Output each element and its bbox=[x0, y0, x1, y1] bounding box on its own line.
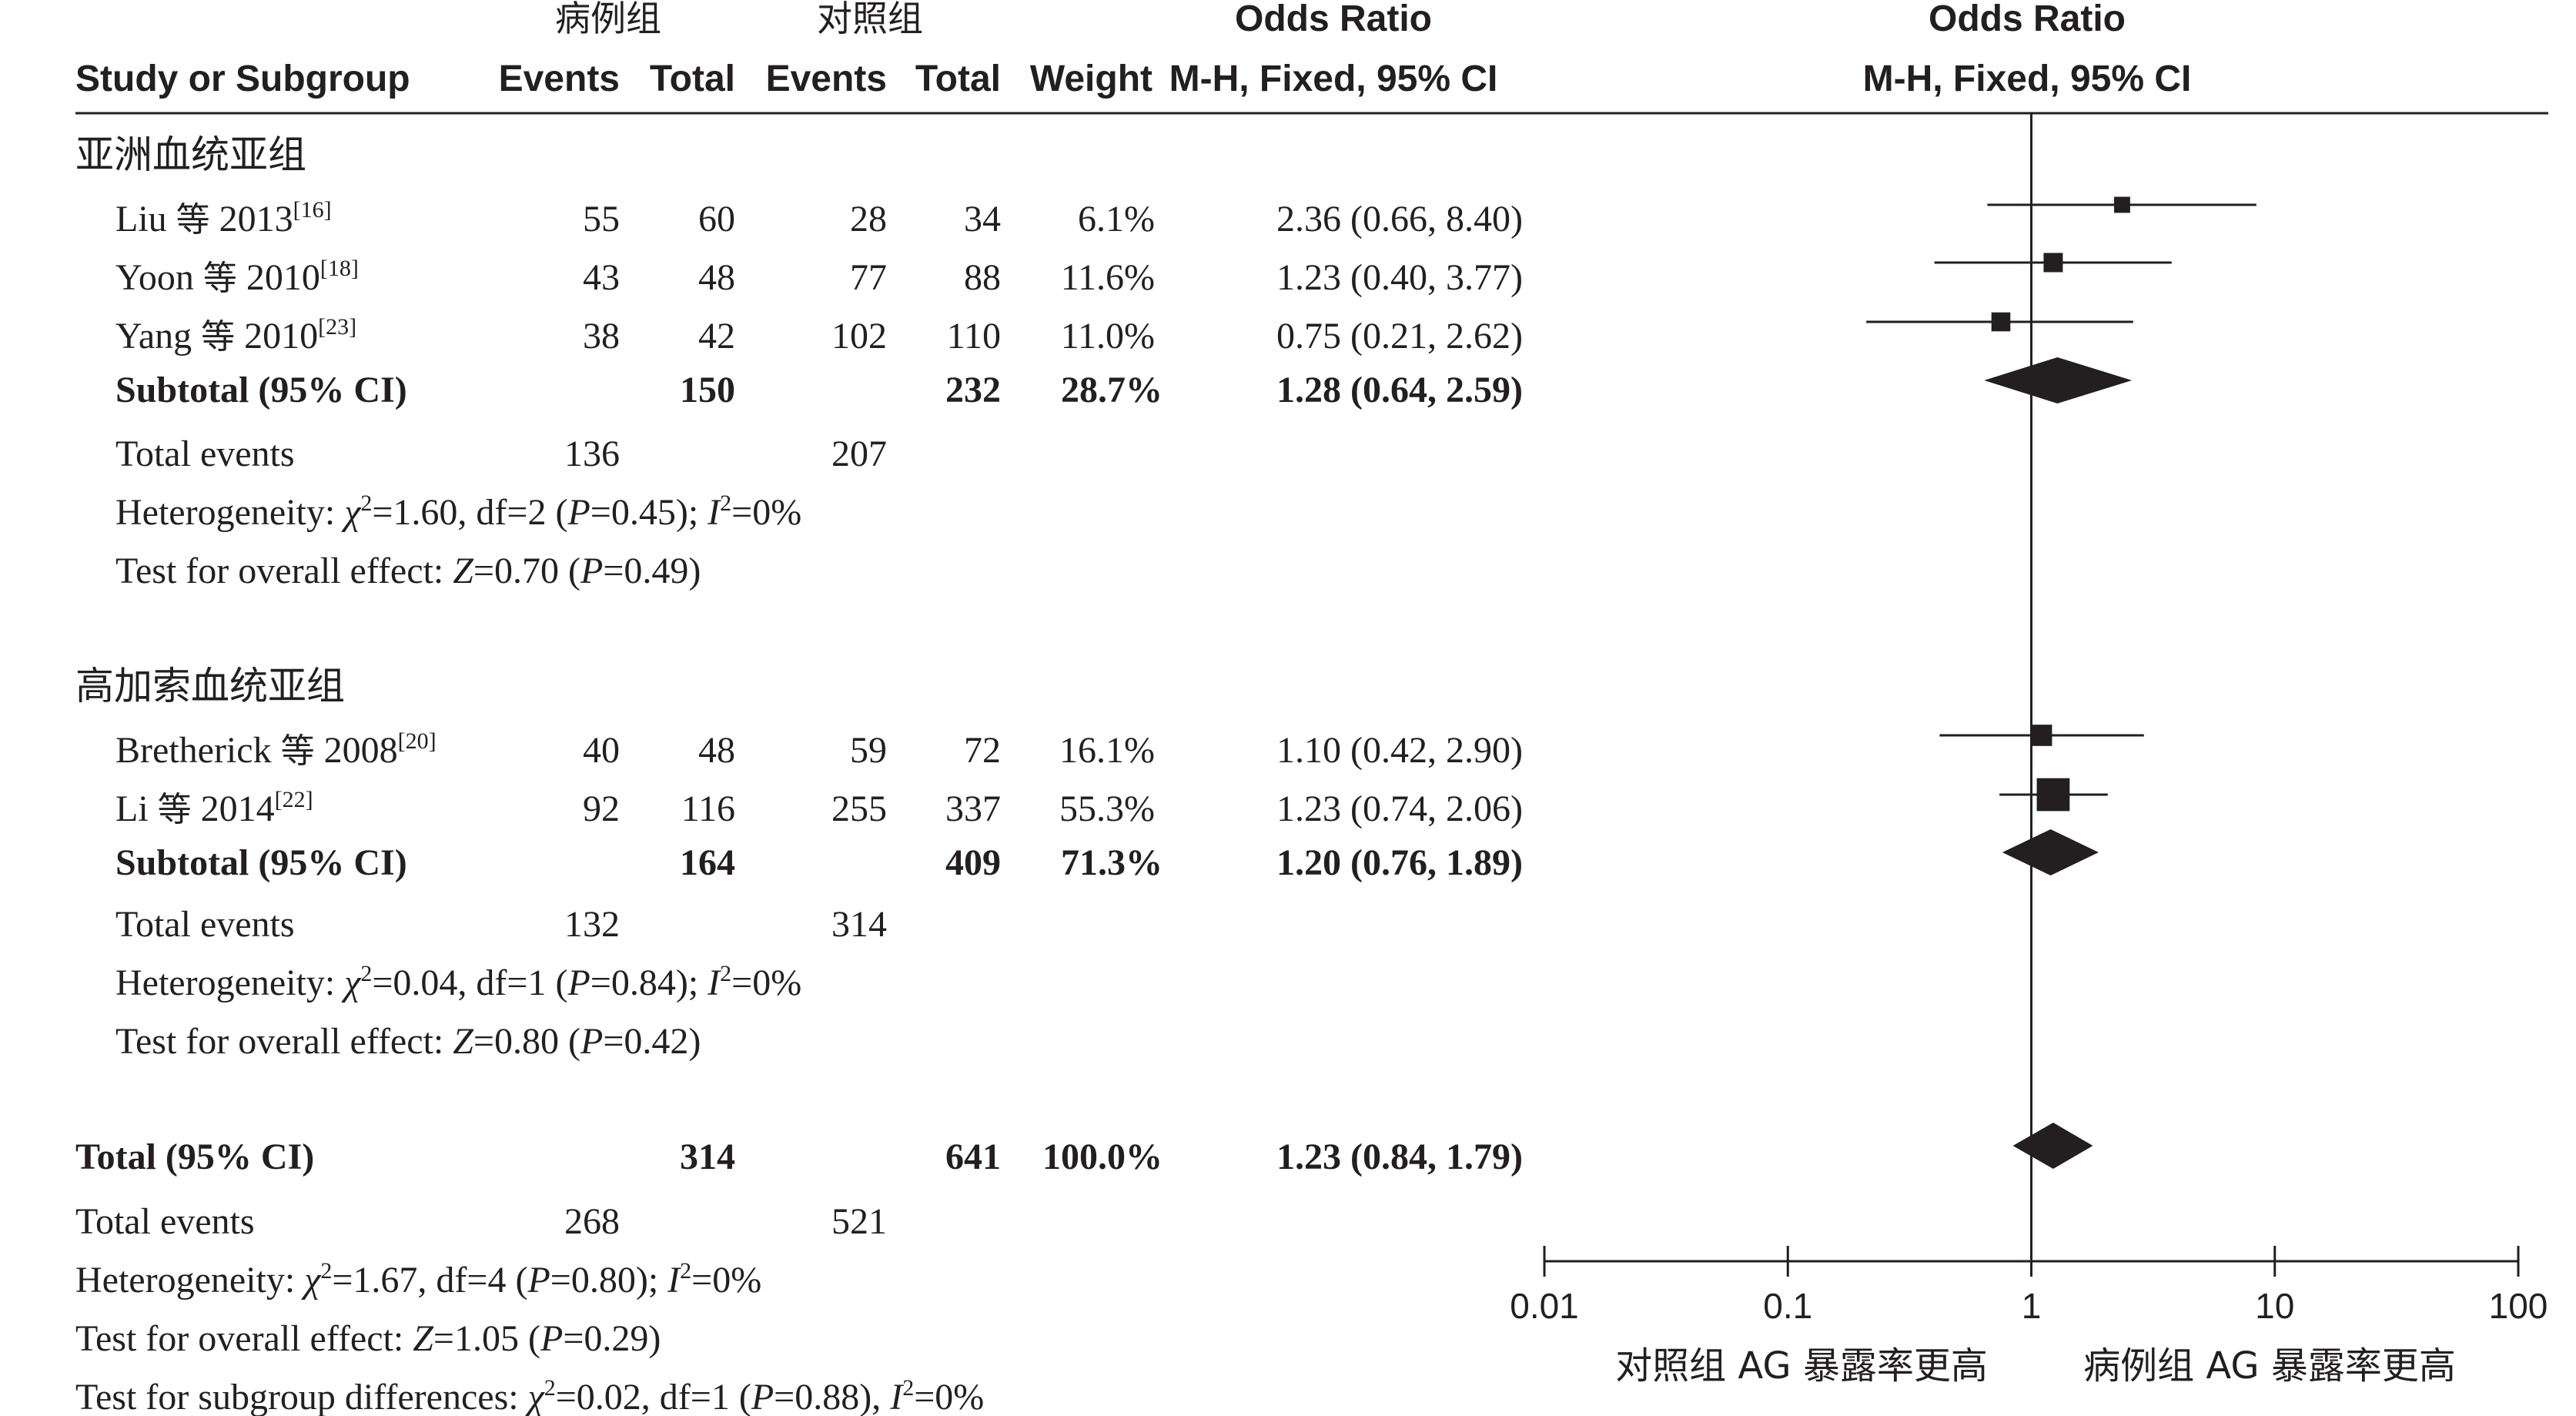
ci-cell: 2.36 (0.66, 8.40) bbox=[1276, 199, 1523, 239]
subtotal-label: Subtotal (95% CI) bbox=[115, 842, 407, 883]
ci-cell: 1.23 (0.40, 3.77) bbox=[1276, 257, 1523, 298]
total-events-case: 136 bbox=[564, 434, 620, 474]
header-odds-ratio: Odds Ratio bbox=[1235, 0, 1432, 39]
total-ctrl-total: 641 bbox=[945, 1136, 1001, 1177]
study-point-estimate bbox=[2113, 196, 2130, 213]
overall-effect-text: Test for overall effect: Z=0.80 (P=0.42) bbox=[115, 1021, 701, 1062]
pooled-diamond bbox=[2012, 1123, 2093, 1169]
ctrl-total-cell: 337 bbox=[945, 788, 1001, 829]
header-weight: Weight bbox=[1030, 59, 1153, 99]
subtotal-weight: 71.3% bbox=[1061, 842, 1163, 883]
pooled-diamond bbox=[1984, 357, 2133, 403]
ctrl-events-cell: 28 bbox=[850, 199, 887, 239]
header-case-events: Events bbox=[499, 59, 620, 99]
case-events-cell: 92 bbox=[583, 788, 620, 829]
weight-cell: 55.3% bbox=[1059, 788, 1155, 829]
total-events-label: Total events bbox=[115, 904, 295, 945]
study-label: Bretherick 等 2008[20] bbox=[115, 728, 437, 771]
header-plot-odds-ratio: Odds Ratio bbox=[1929, 0, 2126, 39]
total-events-ctrl: 521 bbox=[831, 1201, 887, 1242]
total-case-total: 314 bbox=[680, 1136, 735, 1177]
axis-tick-label: 100 bbox=[2489, 1286, 2548, 1326]
subgroup-2-title: 高加索血统亚组 bbox=[75, 664, 345, 708]
case-total-cell: 48 bbox=[698, 257, 735, 298]
subtotal-ctrl-total: 232 bbox=[945, 370, 1001, 410]
study-label: Yoon 等 2010[18] bbox=[115, 256, 359, 298]
case-events-cell: 40 bbox=[583, 730, 620, 771]
study-label: Li 等 2014[22] bbox=[115, 787, 313, 829]
header-case-total: Total bbox=[650, 59, 735, 99]
case-total-cell: 42 bbox=[698, 316, 735, 357]
ctrl-total-cell: 34 bbox=[964, 199, 1001, 239]
header-control-group: 对照组 bbox=[817, 0, 923, 39]
subgroup-1-title: 亚洲血统亚组 bbox=[75, 132, 306, 177]
ctrl-events-cell: 255 bbox=[831, 788, 887, 829]
case-events-cell: 55 bbox=[583, 199, 620, 239]
axis-tick-label: 10 bbox=[2255, 1286, 2294, 1326]
case-total-cell: 48 bbox=[698, 730, 735, 771]
total-label: Total (95% CI) bbox=[75, 1136, 314, 1177]
study-label: Yang 等 2010[23] bbox=[115, 314, 356, 357]
ctrl-events-cell: 59 bbox=[850, 730, 887, 771]
study-point-estimate bbox=[2036, 778, 2070, 812]
subtotal-weight: 28.7% bbox=[1061, 370, 1163, 410]
ci-cell: 1.23 (0.74, 2.06) bbox=[1276, 788, 1523, 829]
ci-cell: 1.10 (0.42, 2.90) bbox=[1276, 730, 1523, 771]
heterogeneity-text: Heterogeneity: χ2=0.04, df=1 (P=0.84); I… bbox=[115, 961, 801, 1003]
heterogeneity-text: Heterogeneity: χ2=1.67, df=4 (P=0.80); I… bbox=[75, 1258, 761, 1301]
overall-effect-text: Test for overall effect: Z=0.70 (P=0.49) bbox=[115, 551, 701, 591]
total-events-case: 268 bbox=[564, 1201, 620, 1242]
study-point-estimate bbox=[2030, 725, 2052, 746]
case-total-cell: 116 bbox=[681, 788, 735, 829]
study-point-estimate bbox=[1991, 312, 2011, 332]
header-plot-method: M-H, Fixed, 95% CI bbox=[1863, 59, 2192, 99]
weight-cell: 11.0% bbox=[1061, 316, 1155, 357]
favours-case-label: 病例组 AG 暴露率更高 bbox=[2083, 1344, 2456, 1388]
ctrl-events-cell: 102 bbox=[831, 316, 887, 357]
subtotal-ci: 1.20 (0.76, 1.89) bbox=[1276, 842, 1523, 883]
heterogeneity-text: Heterogeneity: χ2=1.60, df=2 (P=0.45); I… bbox=[115, 490, 801, 533]
ctrl-events-cell: 77 bbox=[850, 257, 887, 298]
total-events-ctrl: 314 bbox=[831, 904, 887, 945]
study-point-estimate bbox=[2043, 253, 2063, 273]
weight-cell: 11.6% bbox=[1061, 257, 1155, 298]
total-events-ctrl: 207 bbox=[831, 434, 887, 474]
favours-control-label: 对照组 AG 暴露率更高 bbox=[1615, 1344, 1988, 1388]
weight-cell: 16.1% bbox=[1059, 730, 1155, 771]
ctrl-total-cell: 72 bbox=[964, 730, 1001, 771]
subtotal-label: Subtotal (95% CI) bbox=[115, 370, 407, 410]
header-method: M-H, Fixed, 95% CI bbox=[1169, 59, 1498, 99]
subtotal-ctrl-total: 409 bbox=[945, 842, 1001, 883]
subgroup-diff-text: Test for subgroup differences: χ2=0.02, … bbox=[75, 1375, 984, 1416]
case-total-cell: 60 bbox=[698, 199, 735, 239]
ctrl-total-cell: 110 bbox=[947, 316, 1001, 357]
header-study-col: Study or Subgroup bbox=[75, 59, 410, 99]
axis-tick-label: 0.1 bbox=[1763, 1286, 1812, 1326]
header-ctrl-total: Total bbox=[915, 59, 1001, 99]
total-events-case: 132 bbox=[564, 904, 620, 945]
total-events-label: Total events bbox=[115, 434, 295, 474]
axis-tick-label: 1 bbox=[2022, 1286, 2042, 1326]
total-weight: 100.0% bbox=[1042, 1136, 1163, 1177]
total-ci: 1.23 (0.84, 1.79) bbox=[1276, 1136, 1523, 1177]
overall-effect-text: Test for overall effect: Z=1.05 (P=0.29) bbox=[75, 1318, 661, 1359]
subtotal-case-total: 150 bbox=[680, 370, 735, 410]
axis-tick-label: 0.01 bbox=[1510, 1286, 1579, 1326]
subtotal-case-total: 164 bbox=[680, 842, 735, 883]
header-case-group: 病例组 bbox=[555, 0, 661, 39]
pooled-diamond bbox=[2002, 829, 2099, 875]
ctrl-total-cell: 88 bbox=[964, 257, 1001, 298]
case-events-cell: 43 bbox=[583, 257, 620, 298]
ci-cell: 0.75 (0.21, 2.62) bbox=[1276, 316, 1523, 357]
total-events-label: Total events bbox=[75, 1201, 255, 1242]
study-label: Liu 等 2013[16] bbox=[115, 197, 332, 239]
forest-plot-panel bbox=[1543, 113, 2520, 1277]
header-ctrl-events: Events bbox=[766, 59, 887, 99]
weight-cell: 6.1% bbox=[1078, 199, 1155, 239]
subtotal-ci: 1.28 (0.64, 2.59) bbox=[1276, 370, 1523, 410]
case-events-cell: 38 bbox=[583, 316, 620, 357]
